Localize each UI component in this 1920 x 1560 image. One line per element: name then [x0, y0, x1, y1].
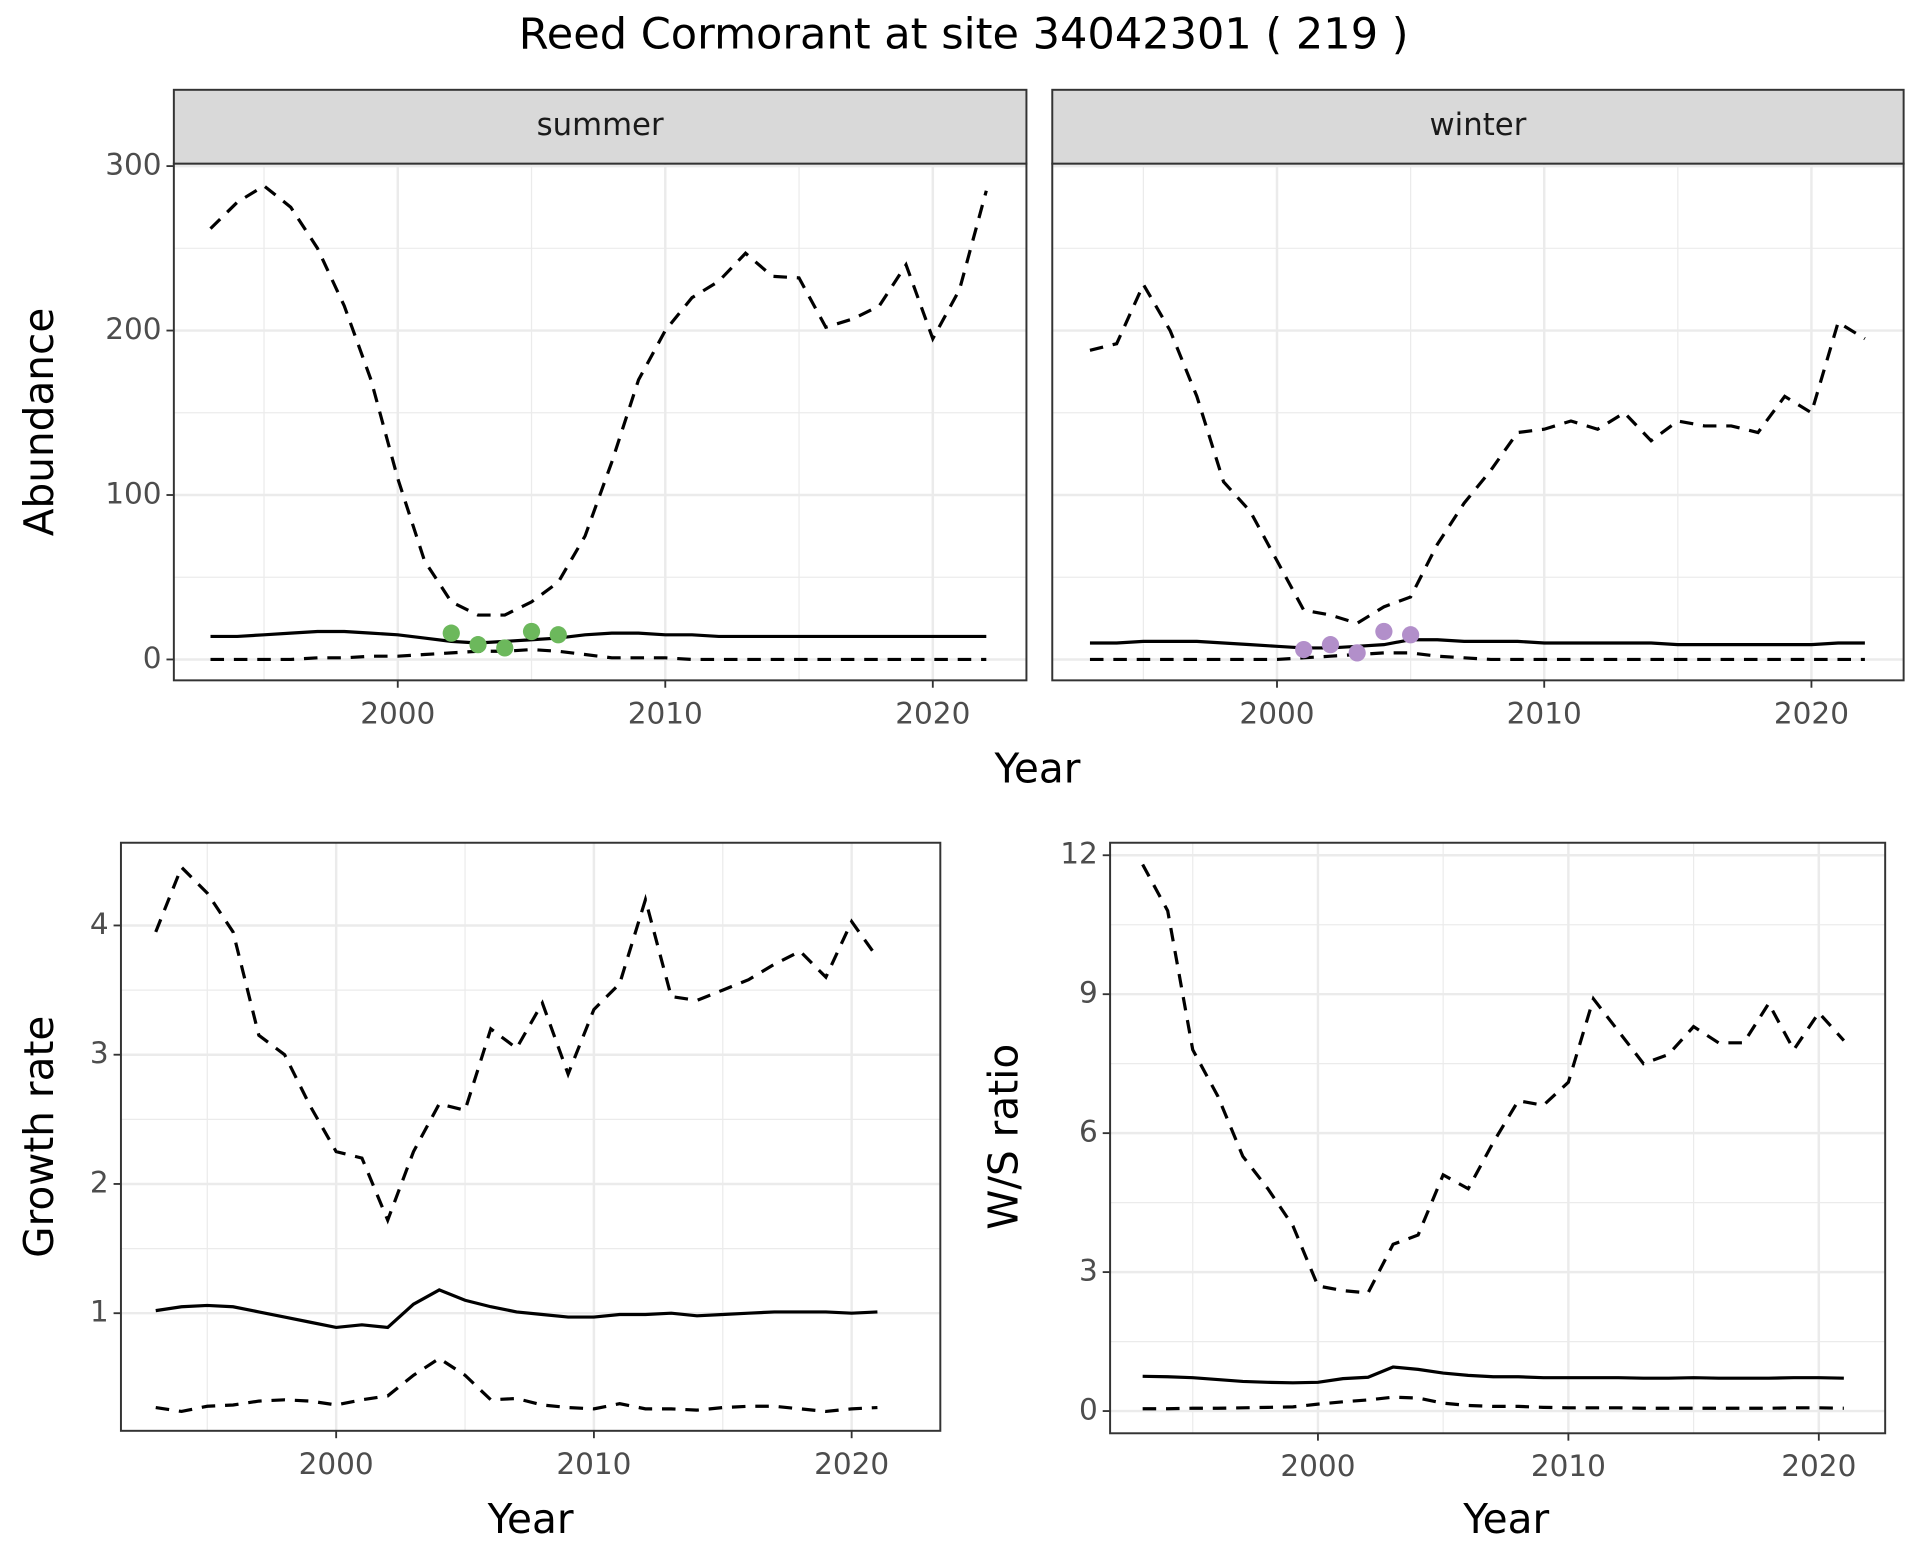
data-point — [442, 624, 460, 642]
series-line — [155, 1356, 878, 1414]
y-tick-label: 3 — [1079, 1254, 1098, 1288]
y-tick-label: 1 — [90, 1295, 109, 1329]
data-point — [522, 622, 541, 641]
panel — [1052, 163, 1904, 681]
series-line — [1089, 638, 1865, 650]
figure-title: Reed Cormorant at site 34042301 ( 219 ) — [519, 9, 1409, 59]
series-line — [154, 864, 879, 1225]
facet-strip — [1051, 88, 1905, 165]
x-tick-label: 2020 — [814, 1447, 889, 1481]
x-tick-label: 2000 — [1239, 696, 1314, 730]
y-axis-label: Abundance — [15, 308, 63, 537]
x-tick-label: 2020 — [895, 696, 970, 730]
x-tick-label: 2010 — [556, 1447, 631, 1481]
data-point — [1295, 640, 1313, 659]
x-tick-label: 2000 — [1280, 1449, 1355, 1483]
y-tick-label: 3 — [90, 1036, 109, 1070]
data-point — [1348, 644, 1366, 662]
data-point — [1375, 622, 1393, 641]
y-tick-label: 2 — [90, 1165, 109, 1199]
x-tick-label: 2000 — [360, 696, 435, 730]
panel-border — [119, 841, 942, 1432]
series-line — [1089, 281, 1866, 626]
y-tick-label: 0 — [1079, 1393, 1098, 1427]
x-axis-label: Year — [1462, 1495, 1549, 1543]
series-line — [1089, 651, 1865, 662]
panel — [173, 163, 1027, 681]
y-axis-label: Growth rate — [15, 1016, 63, 1258]
x-axis-label: Year — [994, 744, 1081, 792]
y-axis-label: W/S ratio — [980, 1044, 1028, 1230]
panel-border — [1109, 841, 1887, 1435]
y-tick-label: 300 — [105, 148, 161, 182]
y-tick-label: 4 — [90, 907, 109, 941]
facet-strip — [172, 88, 1028, 165]
panel — [1110, 842, 1886, 1434]
x-tick-label: 2020 — [1774, 696, 1849, 730]
data-point — [1401, 626, 1420, 644]
series-line — [210, 629, 987, 645]
panel — [120, 842, 941, 1431]
x-tick-label: 2010 — [1507, 696, 1582, 730]
y-tick-label: 12 — [1060, 837, 1098, 871]
y-tick-label: 0 — [143, 641, 162, 675]
x-tick-label: 2000 — [299, 1447, 374, 1481]
series-line — [1141, 863, 1846, 1295]
y-tick-label: 9 — [1079, 976, 1098, 1010]
y-tick-label: 6 — [1079, 1115, 1098, 1149]
series-line — [210, 647, 987, 662]
x-axis-label: Year — [487, 1495, 574, 1543]
facet-label: summer — [537, 107, 664, 143]
series-line — [1142, 1365, 1844, 1385]
x-tick-label: 2020 — [1781, 1449, 1856, 1483]
y-tick-label: 100 — [105, 477, 161, 511]
x-tick-label: 2010 — [1531, 1449, 1606, 1483]
y-tick-label: 200 — [105, 312, 161, 346]
data-point — [1321, 636, 1340, 654]
series-line — [155, 1288, 878, 1330]
x-tick-label: 2010 — [628, 696, 703, 730]
series-line — [1142, 1395, 1844, 1411]
facet-label: winter — [1430, 107, 1527, 143]
data-point — [549, 626, 567, 644]
data-point — [496, 639, 514, 657]
data-point — [469, 636, 487, 654]
